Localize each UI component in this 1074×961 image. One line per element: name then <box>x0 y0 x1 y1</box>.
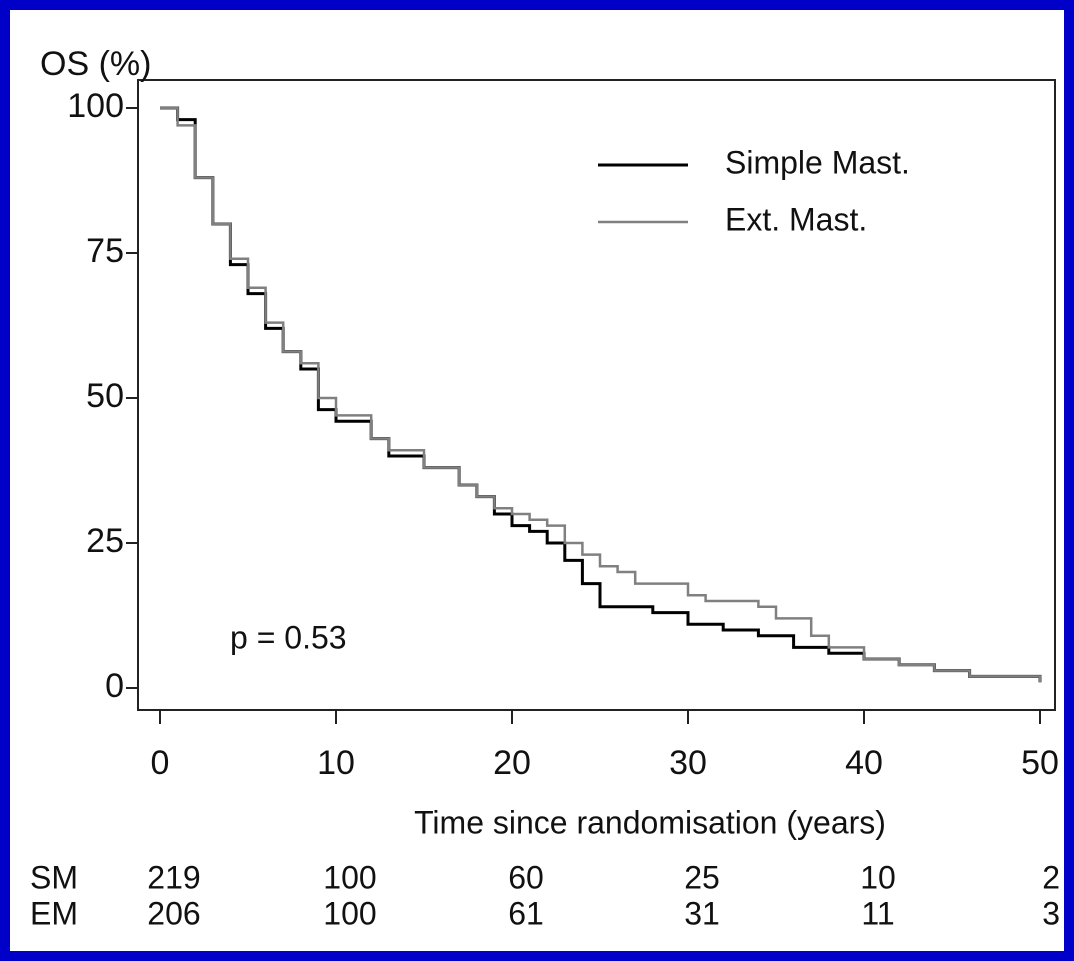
at-risk-label: SM <box>30 859 78 895</box>
plot-frame <box>137 79 1056 711</box>
legend-label: Simple Mast. <box>725 144 910 180</box>
x-tick-label: 20 <box>493 744 531 782</box>
at-risk-value: 100 <box>323 895 376 931</box>
x-tick-label: 30 <box>669 744 707 782</box>
at-risk-value: 61 <box>508 895 544 931</box>
x-tick-label: 0 <box>151 744 170 782</box>
x-tick-label: 10 <box>317 744 355 782</box>
x-axis-label: Time since randomisation (years) <box>414 804 886 840</box>
at-risk-value: 60 <box>508 859 544 895</box>
panel <box>10 10 1064 951</box>
at-risk-label: EM <box>30 895 78 931</box>
at-risk-value: 25 <box>684 859 720 895</box>
y-tick-label: 100 <box>67 87 124 125</box>
survival-curve <box>160 106 1042 683</box>
at-risk-value: 31 <box>684 895 720 931</box>
annotation: p = 0.53 <box>230 619 347 655</box>
at-risk-value: 2 <box>1042 859 1060 895</box>
at-risk-value: 11 <box>861 895 894 931</box>
at-risk-value: 206 <box>147 895 200 931</box>
at-risk-value: 10 <box>860 859 896 895</box>
y-tick-label: 25 <box>86 522 124 560</box>
x-tick-label: 40 <box>845 744 883 782</box>
at-risk-value: 3 <box>1042 895 1060 931</box>
y-axis-label: OS (%) <box>40 45 151 83</box>
y-tick-label: 50 <box>86 377 124 415</box>
y-tick-label: 75 <box>86 232 124 270</box>
legend-label: Ext. Mast. <box>725 201 867 237</box>
at-risk-value: 219 <box>147 859 200 895</box>
y-tick-label: 0 <box>105 667 124 705</box>
x-tick-label: 50 <box>1021 744 1059 782</box>
at-risk-value: 100 <box>323 859 376 895</box>
